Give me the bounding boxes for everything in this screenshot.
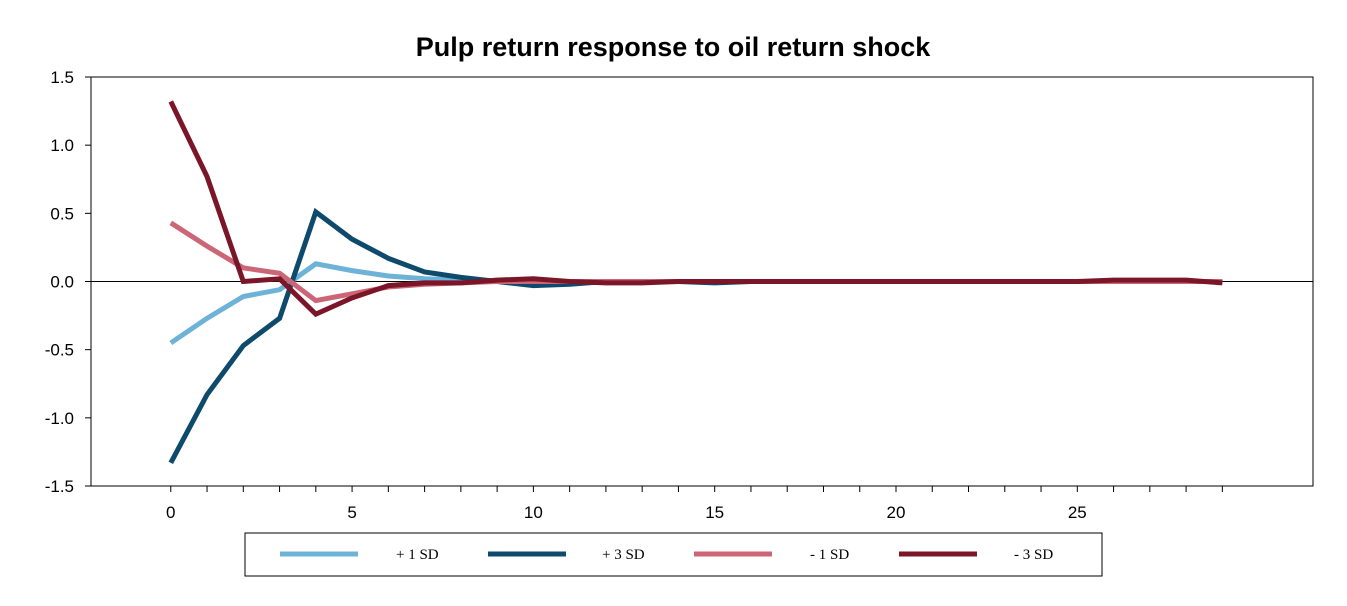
legend-label-3: - 1 SD (810, 547, 849, 563)
series-line-4 (168, 100, 1223, 318)
y-tick-label: 0.0 (50, 273, 74, 292)
x-tick-label: 5 (347, 503, 356, 522)
x-tick-label: 10 (524, 503, 543, 522)
legend-label-2: + 3 SD (602, 547, 645, 563)
y-tick-label: 1.5 (50, 68, 74, 87)
y-tick-label: -1.5 (45, 477, 74, 496)
x-tick-label: 25 (1068, 503, 1087, 522)
series-line-3 (169, 220, 1223, 304)
chart-title: Pulp return response to oil return shock (416, 32, 932, 62)
x-tick-label: 20 (887, 503, 906, 522)
series-line-1 (169, 261, 1223, 345)
series-line-2 (168, 207, 1223, 464)
y-tick-label: 0.5 (50, 204, 74, 223)
legend-label-1: + 1 SD (396, 547, 439, 563)
legend-label-4: - 3 SD (1014, 547, 1053, 563)
x-tick-label: 0 (166, 503, 175, 522)
y-tick-label: -1.0 (45, 409, 74, 428)
x-tick-label: 15 (705, 503, 724, 522)
y-tick-label: -0.5 (45, 341, 74, 360)
y-tick-label: 1.0 (50, 136, 74, 155)
